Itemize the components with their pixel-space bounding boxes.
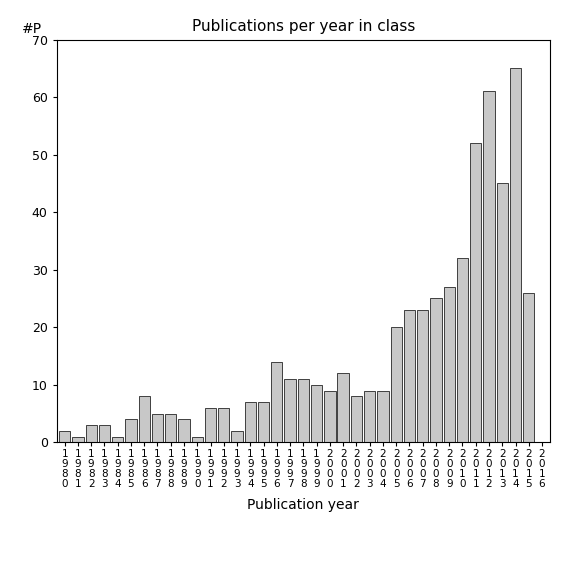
Bar	[138, 396, 150, 442]
Bar	[59, 431, 70, 442]
Bar	[99, 425, 110, 442]
Bar	[192, 437, 203, 442]
Bar	[470, 143, 481, 442]
Bar	[404, 310, 415, 442]
Bar	[271, 362, 282, 442]
Bar	[231, 431, 243, 442]
Bar	[351, 396, 362, 442]
Bar	[337, 373, 349, 442]
Title: Publications per year in class: Publications per year in class	[192, 19, 415, 35]
Bar	[377, 391, 388, 442]
Bar	[324, 391, 336, 442]
Bar	[364, 391, 375, 442]
Bar	[523, 293, 535, 442]
X-axis label: Publication year: Publication year	[247, 497, 359, 511]
Bar	[497, 184, 508, 442]
Bar	[86, 425, 97, 442]
Bar	[218, 408, 230, 442]
Bar	[417, 310, 428, 442]
Bar	[391, 327, 402, 442]
Bar	[285, 379, 296, 442]
Bar	[311, 385, 322, 442]
Bar	[125, 419, 137, 442]
Bar	[179, 419, 189, 442]
Bar	[483, 91, 494, 442]
Bar	[510, 69, 521, 442]
Text: #P: #P	[22, 22, 43, 36]
Bar	[457, 258, 468, 442]
Bar	[165, 413, 176, 442]
Bar	[430, 298, 442, 442]
Bar	[112, 437, 124, 442]
Bar	[152, 413, 163, 442]
Bar	[258, 402, 269, 442]
Bar	[72, 437, 83, 442]
Bar	[298, 379, 309, 442]
Bar	[245, 402, 256, 442]
Bar	[443, 287, 455, 442]
Bar	[205, 408, 216, 442]
